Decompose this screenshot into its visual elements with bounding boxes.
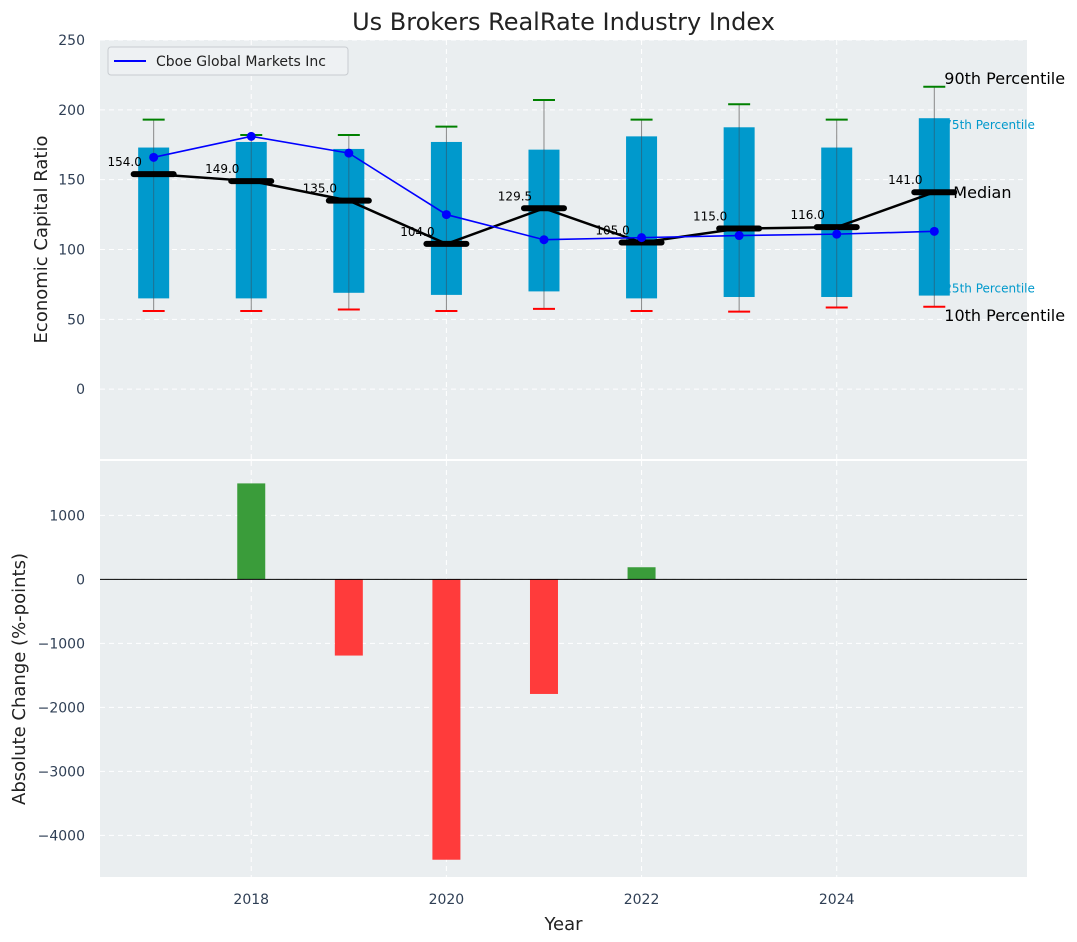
top-y-tick-label: 150 bbox=[58, 173, 85, 189]
company-point bbox=[832, 229, 842, 239]
p10-annotation: 10th Percentile bbox=[944, 306, 1065, 325]
top-y-tick-label: 250 bbox=[58, 33, 85, 49]
top-y-tick-label: 100 bbox=[58, 243, 85, 259]
p90-annotation: 90th Percentile bbox=[944, 69, 1065, 88]
median-value-label: 104.0 bbox=[400, 225, 434, 239]
top-y-tick-label: 200 bbox=[58, 103, 85, 119]
change-bar bbox=[334, 579, 363, 656]
median-value-label: 149.0 bbox=[205, 162, 239, 176]
p25-annotation: 25th Percentile bbox=[944, 282, 1035, 296]
x-tick-label: 2018 bbox=[233, 892, 269, 908]
company-point bbox=[734, 231, 744, 241]
top-y-tick-label: 50 bbox=[67, 312, 85, 328]
median-annotation: Median bbox=[953, 183, 1011, 202]
company-point bbox=[149, 152, 159, 162]
median-value-label: 105.0 bbox=[595, 224, 629, 238]
change-bar bbox=[529, 579, 558, 694]
change-bar bbox=[432, 579, 461, 860]
x-tick-label: 2022 bbox=[624, 892, 660, 908]
company-point bbox=[441, 210, 451, 220]
bottom-y-tick-label: 0 bbox=[76, 572, 85, 588]
top-y-tick-label: 0 bbox=[76, 382, 85, 398]
x-axis-label: Year bbox=[543, 914, 583, 935]
x-tick-label: 2020 bbox=[429, 892, 465, 908]
chart-title: Us Brokers RealRate Industry Index bbox=[352, 8, 775, 36]
company-point bbox=[929, 226, 939, 236]
median-value-label: 141.0 bbox=[888, 173, 922, 187]
company-point bbox=[246, 131, 256, 141]
company-point bbox=[637, 233, 647, 243]
change-bar bbox=[237, 483, 266, 580]
x-tick-label: 2024 bbox=[819, 892, 855, 908]
bottom-y-tick-label: 1000 bbox=[49, 508, 85, 524]
median-value-label: 129.5 bbox=[498, 189, 532, 203]
p75-annotation: 75th Percentile bbox=[944, 118, 1035, 132]
legend-box bbox=[107, 46, 349, 76]
median-value-label: 115.0 bbox=[693, 210, 727, 224]
company-point bbox=[539, 235, 549, 245]
median-value-label: 154.0 bbox=[107, 155, 141, 169]
change-bar bbox=[627, 567, 656, 580]
median-value-label: 116.0 bbox=[791, 208, 825, 222]
bottom-y-tick-label: −2000 bbox=[38, 700, 85, 716]
bottom-y-tick-label: −4000 bbox=[38, 828, 85, 844]
company-point bbox=[344, 148, 354, 158]
median-value-label: 135.0 bbox=[303, 182, 337, 196]
bottom-y-tick-label: −3000 bbox=[38, 764, 85, 780]
top-y-axis-label: Economic Capital Ratio bbox=[31, 136, 52, 344]
bottom-y-axis-label: Absolute Change (%-points) bbox=[9, 553, 30, 805]
legend-label: Cboe Global Markets Inc bbox=[156, 54, 326, 70]
bottom-y-tick-label: −1000 bbox=[38, 636, 85, 652]
